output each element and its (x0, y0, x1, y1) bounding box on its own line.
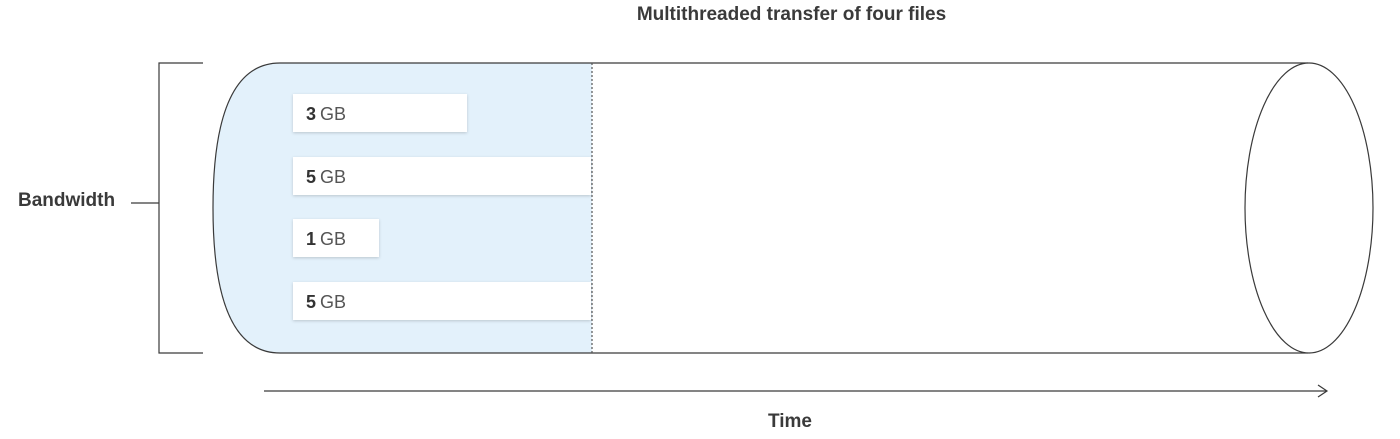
file-size-unit: GB (320, 229, 347, 249)
file-block: 3 GB (293, 94, 467, 132)
pipe-left-cap (212, 62, 281, 354)
transferred-region (213, 63, 592, 353)
time-arrow-head (1317, 384, 1329, 398)
file-block: 1 GB (293, 219, 379, 257)
file-size-value: 3 (306, 104, 317, 124)
file-size-unit: GB (320, 292, 347, 312)
file-size-value: 5 (306, 167, 317, 187)
file-size-value: 5 (306, 292, 317, 312)
time-label: Time (768, 411, 813, 432)
file-block: 5 GB (293, 282, 591, 320)
bandwidth-bracket (158, 62, 203, 354)
diagram-title: Multithreaded transfer of four files (636, 4, 947, 25)
file-size-unit: GB (320, 104, 347, 124)
file-size-value: 1 (306, 229, 317, 249)
file-block: 5 GB (293, 157, 591, 195)
file-size-unit: GB (320, 167, 347, 187)
bandwidth-label: Bandwidth (18, 190, 116, 211)
pipe-right-end (1244, 62, 1374, 354)
